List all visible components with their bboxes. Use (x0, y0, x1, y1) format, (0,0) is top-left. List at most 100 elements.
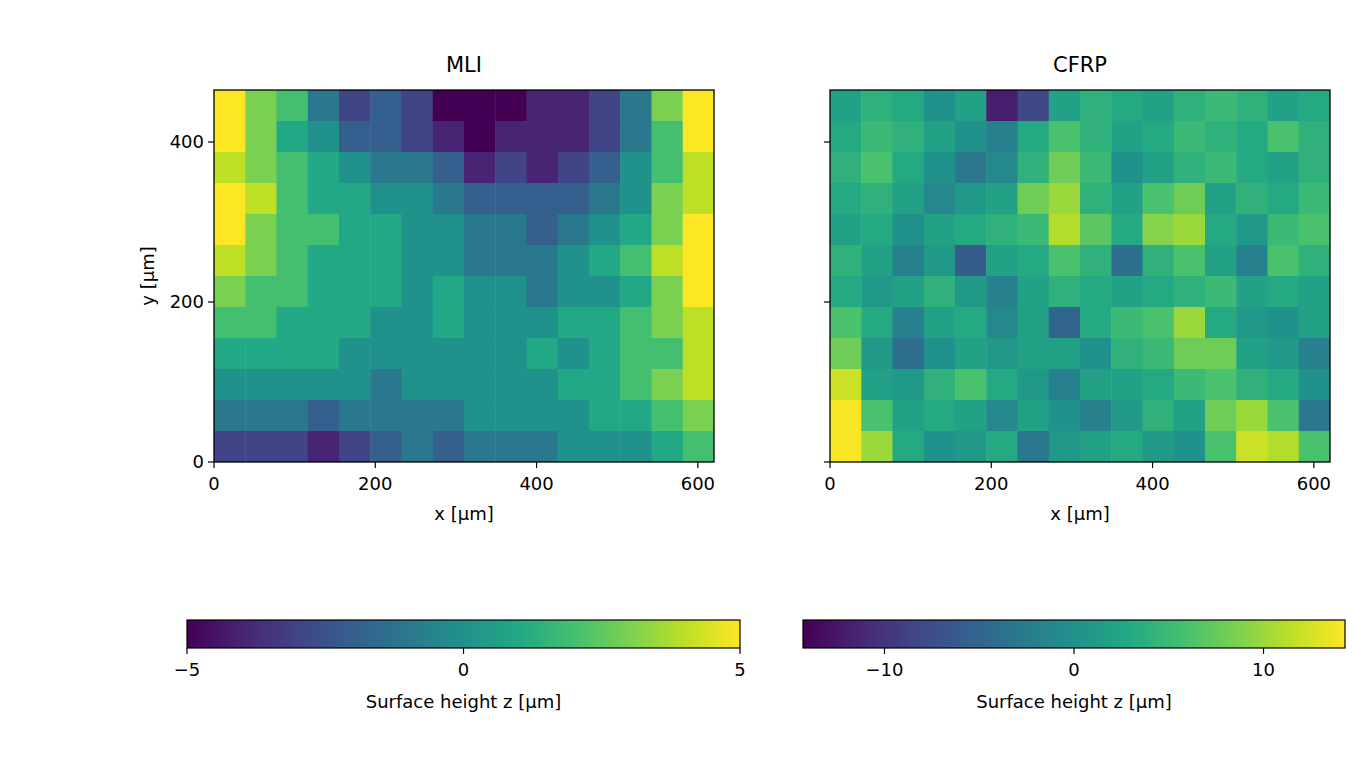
cell (277, 431, 309, 462)
y-tick-label: 400 (170, 131, 204, 152)
cell (955, 369, 987, 401)
cell (433, 183, 465, 215)
cell (1299, 431, 1330, 462)
cell (1268, 90, 1300, 122)
cell (402, 338, 434, 370)
cell (1268, 307, 1300, 339)
cell (464, 431, 496, 462)
cell (924, 152, 956, 184)
cell (955, 276, 987, 308)
cell (308, 245, 340, 277)
cell (955, 152, 987, 184)
cell (1111, 369, 1143, 401)
cell (1143, 214, 1175, 246)
cell (652, 121, 684, 153)
cell (620, 369, 652, 401)
cell (464, 121, 496, 153)
colorbar-tick-label: 10 (1252, 659, 1275, 680)
cell (495, 369, 527, 401)
x-tick (991, 462, 992, 468)
colorbar-tick (884, 648, 885, 654)
cell (1049, 400, 1081, 432)
cell (1018, 245, 1050, 277)
x-axis-title: x [µm] (434, 503, 493, 524)
cell (830, 121, 862, 153)
cell (652, 307, 684, 339)
cell (1049, 183, 1081, 215)
panel-title: MLI (446, 53, 482, 77)
x-tick (1152, 462, 1153, 468)
cell (1236, 369, 1268, 401)
cell (1299, 369, 1330, 401)
cell (558, 307, 590, 339)
cell (370, 400, 402, 432)
x-tick (1313, 462, 1314, 468)
cell (214, 121, 246, 153)
cell (433, 369, 465, 401)
cell (652, 183, 684, 215)
y-tick (208, 301, 214, 302)
cell (464, 276, 496, 308)
cell (402, 90, 434, 122)
cell (1205, 400, 1237, 432)
cell (1299, 276, 1330, 308)
cell (924, 183, 956, 215)
cell (495, 183, 527, 215)
cell (924, 400, 956, 432)
cell (1018, 152, 1050, 184)
cell (589, 90, 621, 122)
colorbar-tick-label: 0 (1068, 659, 1079, 680)
cell (308, 369, 340, 401)
cell (1080, 152, 1112, 184)
cell (830, 338, 862, 370)
cell (955, 121, 987, 153)
cell (893, 307, 925, 339)
cell (1111, 152, 1143, 184)
y-tick (208, 461, 214, 462)
cell (1205, 90, 1237, 122)
cell (893, 400, 925, 432)
cell (370, 90, 402, 122)
colorbar-tick (1073, 648, 1074, 654)
cell (527, 245, 559, 277)
cell (339, 90, 371, 122)
cell (464, 214, 496, 246)
cell (245, 338, 277, 370)
colorbar-tick (1263, 648, 1264, 654)
colorbar-title: Surface height z [µm] (366, 691, 562, 712)
cell (214, 338, 246, 370)
cell (402, 276, 434, 308)
cell (402, 214, 434, 246)
cell (861, 183, 893, 215)
cell (527, 276, 559, 308)
colorbar-title: Surface height z [µm] (976, 691, 1172, 712)
x-tick (375, 462, 376, 468)
cell (308, 307, 340, 339)
cell (370, 214, 402, 246)
y-tick (824, 301, 830, 302)
cell (1018, 90, 1050, 122)
cell (861, 369, 893, 401)
cell (1205, 121, 1237, 153)
cell (464, 338, 496, 370)
cell (589, 307, 621, 339)
cell (1111, 214, 1143, 246)
cell (893, 431, 925, 462)
cell (1049, 307, 1081, 339)
cell (1080, 338, 1112, 370)
cell (893, 183, 925, 215)
colorbar-tick-label: 0 (458, 659, 469, 680)
cell (308, 90, 340, 122)
x-tick-label: 400 (519, 473, 553, 494)
cell (652, 90, 684, 122)
cell (830, 245, 862, 277)
cell (652, 245, 684, 277)
cell (1174, 369, 1206, 401)
cell (495, 400, 527, 432)
cell (1299, 245, 1330, 277)
cell (1080, 90, 1112, 122)
x-tick-label: 0 (824, 473, 835, 494)
cell (245, 276, 277, 308)
cell (1111, 90, 1143, 122)
cell (464, 152, 496, 184)
